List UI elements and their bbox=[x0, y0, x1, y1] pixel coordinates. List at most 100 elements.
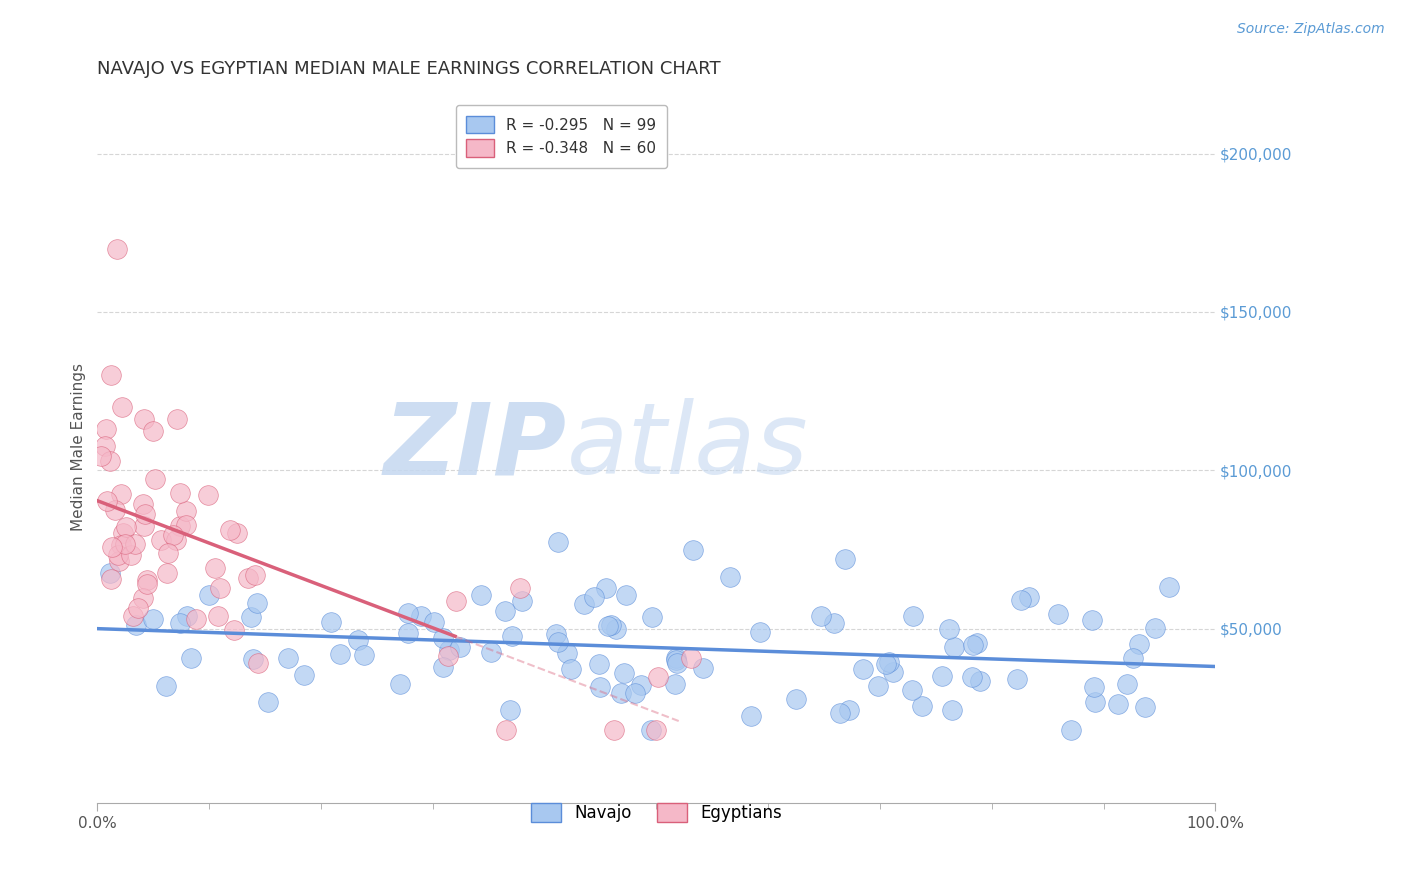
Point bbox=[630, 678, 652, 692]
Point bbox=[409, 609, 432, 624]
Point bbox=[823, 615, 845, 630]
Point bbox=[510, 594, 533, 608]
Point bbox=[605, 622, 627, 636]
Point bbox=[495, 723, 517, 738]
Point bbox=[197, 587, 219, 601]
Legend: Navajo, Egyptians: Navajo, Egyptians bbox=[519, 791, 793, 834]
Point bbox=[107, 548, 129, 562]
Point bbox=[1010, 593, 1032, 607]
Point bbox=[169, 519, 191, 533]
Point bbox=[692, 661, 714, 675]
Point bbox=[176, 608, 198, 623]
Point bbox=[624, 686, 647, 700]
Point bbox=[224, 624, 246, 638]
Point bbox=[204, 561, 226, 575]
Point bbox=[169, 615, 191, 630]
Point bbox=[396, 626, 419, 640]
Point bbox=[246, 596, 269, 610]
Point bbox=[180, 651, 202, 665]
Point bbox=[104, 503, 127, 517]
Point bbox=[398, 607, 420, 621]
Point bbox=[100, 368, 122, 383]
Point bbox=[901, 609, 924, 624]
Point bbox=[1084, 696, 1107, 710]
Point bbox=[388, 677, 411, 691]
Point bbox=[243, 567, 266, 582]
Point bbox=[174, 503, 197, 517]
Point bbox=[115, 520, 138, 534]
Point bbox=[156, 566, 179, 581]
Point bbox=[595, 582, 617, 596]
Point bbox=[509, 581, 531, 595]
Point bbox=[645, 723, 668, 738]
Text: Source: ZipAtlas.com: Source: ZipAtlas.com bbox=[1237, 22, 1385, 37]
Point bbox=[120, 548, 142, 562]
Point bbox=[134, 412, 156, 426]
Point bbox=[875, 657, 897, 671]
Point bbox=[1047, 607, 1070, 621]
Point bbox=[1083, 680, 1105, 694]
Point bbox=[162, 528, 184, 542]
Point bbox=[681, 651, 703, 665]
Point bbox=[740, 708, 762, 723]
Point bbox=[1133, 699, 1156, 714]
Point bbox=[347, 632, 370, 647]
Point bbox=[666, 657, 689, 671]
Point bbox=[613, 666, 636, 681]
Point bbox=[588, 657, 610, 672]
Point bbox=[882, 665, 904, 680]
Point bbox=[1143, 621, 1166, 635]
Point bbox=[101, 541, 124, 555]
Point bbox=[931, 669, 953, 683]
Point bbox=[136, 577, 159, 591]
Point bbox=[547, 634, 569, 648]
Point bbox=[127, 601, 149, 615]
Point bbox=[501, 629, 523, 643]
Point bbox=[96, 422, 118, 436]
Point bbox=[142, 612, 165, 626]
Text: NAVAJO VS EGYPTIAN MEDIAN MALE EARNINGS CORRELATION CHART: NAVAJO VS EGYPTIAN MEDIAN MALE EARNINGS … bbox=[97, 60, 721, 78]
Point bbox=[785, 691, 807, 706]
Point bbox=[941, 703, 963, 717]
Point bbox=[1128, 637, 1150, 651]
Point bbox=[1107, 698, 1129, 712]
Point bbox=[943, 640, 966, 654]
Point bbox=[353, 648, 375, 663]
Point bbox=[1159, 580, 1181, 594]
Point bbox=[98, 454, 121, 468]
Point bbox=[107, 242, 129, 256]
Point bbox=[432, 631, 454, 645]
Point bbox=[603, 723, 626, 738]
Point bbox=[122, 608, 145, 623]
Point bbox=[1080, 613, 1102, 627]
Point bbox=[124, 618, 146, 632]
Point bbox=[1060, 723, 1083, 738]
Text: atlas: atlas bbox=[567, 398, 808, 495]
Point bbox=[174, 518, 197, 533]
Point bbox=[114, 537, 136, 551]
Point bbox=[93, 439, 115, 453]
Point bbox=[98, 566, 121, 581]
Point bbox=[436, 649, 458, 664]
Point bbox=[132, 497, 155, 511]
Point bbox=[938, 622, 960, 636]
Point bbox=[219, 523, 242, 537]
Point bbox=[166, 412, 188, 426]
Point bbox=[1018, 591, 1040, 605]
Point bbox=[479, 645, 502, 659]
Point bbox=[292, 668, 315, 682]
Point bbox=[640, 723, 662, 738]
Point bbox=[664, 677, 686, 691]
Point bbox=[277, 651, 299, 665]
Point bbox=[748, 624, 770, 639]
Point bbox=[134, 507, 156, 521]
Point bbox=[242, 652, 264, 666]
Text: ZIP: ZIP bbox=[384, 398, 567, 495]
Point bbox=[143, 472, 166, 486]
Point bbox=[560, 662, 582, 676]
Point bbox=[866, 679, 889, 693]
Point bbox=[572, 597, 595, 611]
Point bbox=[555, 646, 578, 660]
Point bbox=[682, 542, 704, 557]
Point bbox=[877, 655, 900, 669]
